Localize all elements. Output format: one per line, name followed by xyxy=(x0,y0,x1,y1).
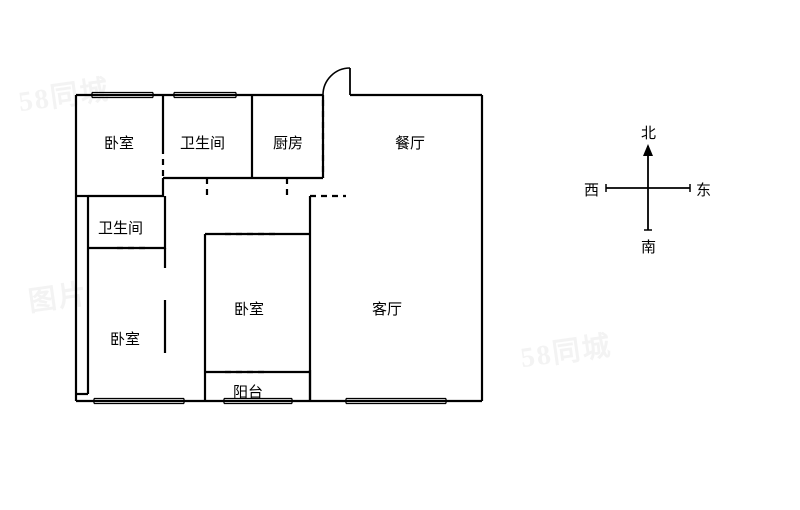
label-bathroom1: 卫生间 xyxy=(180,132,225,153)
label-bedroom1: 卧室 xyxy=(104,132,134,153)
label-bathroom2: 卫生间 xyxy=(98,217,143,238)
compass-south: 南 xyxy=(641,236,656,257)
compass-north: 北 xyxy=(641,122,656,143)
floorplan-svg xyxy=(0,0,800,510)
label-living: 客厅 xyxy=(372,298,402,319)
compass-icon xyxy=(586,126,710,250)
label-dining: 餐厅 xyxy=(395,132,425,153)
label-kitchen: 厨房 xyxy=(273,132,303,153)
compass-east: 东 xyxy=(696,179,711,200)
compass-west: 西 xyxy=(584,179,599,200)
label-bedroom3: 卧室 xyxy=(110,328,140,349)
label-balcony: 阳台 xyxy=(233,381,263,402)
label-bedroom2: 卧室 xyxy=(234,298,264,319)
